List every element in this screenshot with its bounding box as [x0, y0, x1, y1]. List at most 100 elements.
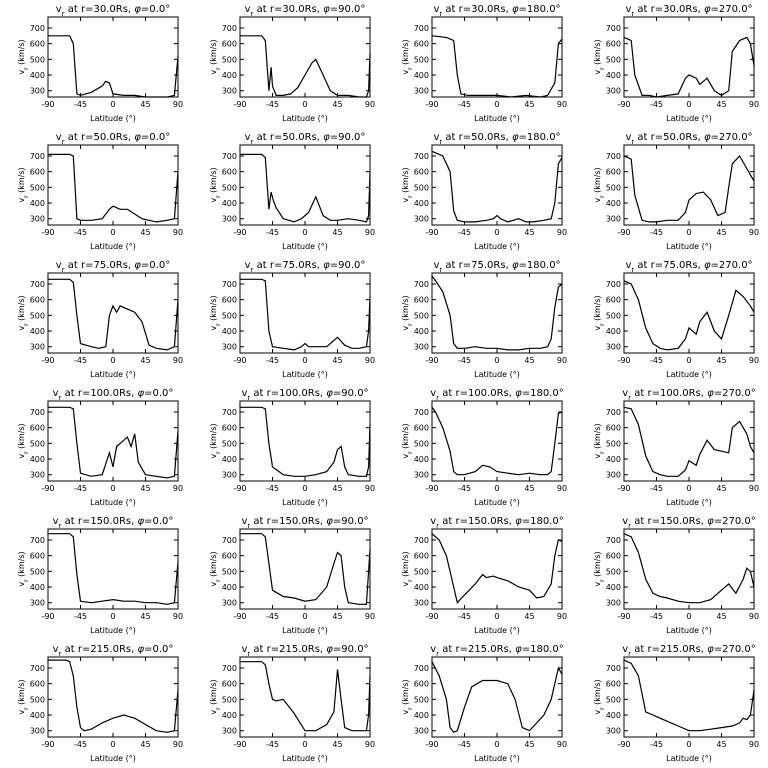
x-tick-label: -90	[41, 740, 54, 749]
y-tick-label: 400	[414, 71, 429, 80]
y-tick-label: 500	[606, 695, 621, 704]
y-tick-label: 400	[222, 71, 237, 80]
y-tick-label: 400	[30, 711, 45, 720]
x-tick-label: 90	[749, 356, 759, 365]
chart-svg: vr at r=100.0Rs, φ=180.0° -90 -45 0 45 90 300 4…	[401, 388, 567, 507]
y-tick-label: 300	[222, 215, 237, 224]
data-line	[48, 278, 179, 351]
data-line	[623, 280, 755, 351]
data-line	[431, 35, 563, 98]
x-tick-label: -90	[233, 228, 246, 237]
x-axis-label: Latitude (°)	[90, 114, 136, 123]
y-tick-label: 500	[606, 183, 621, 192]
x-tick-label: -90	[425, 356, 438, 365]
x-tick-label: -45	[266, 228, 279, 237]
x-tick-label: 0	[686, 228, 691, 237]
chart-panel: vr at r=100.0Rs, φ=0.0° -90 -45 0 45 90 300 400…	[0, 384, 192, 512]
x-axis-label: Latitude (°)	[474, 626, 520, 635]
x-tick-label: -90	[233, 356, 246, 365]
plot-frame	[47, 528, 179, 610]
y-tick-label: 500	[30, 567, 45, 576]
x-tick-label: 45	[332, 228, 342, 237]
x-tick-label: 90	[749, 484, 759, 493]
x-axis-label: Latitude (°)	[282, 754, 328, 763]
y-tick-label: 500	[414, 183, 429, 192]
chart-title: vr at r=75.0Rs, φ=270.0°	[625, 260, 752, 274]
x-tick-label: 0	[110, 484, 115, 493]
y-tick-label: 600	[222, 296, 237, 305]
chart-panel: vr at r=150.0Rs, φ=90.0° -90 -45 0 45 90 300 40…	[192, 512, 384, 640]
y-tick-label: 500	[414, 55, 429, 64]
x-tick-label: 90	[173, 356, 183, 365]
y-axis-label: vr (km/s)	[17, 295, 30, 330]
chart-svg: vr at r=100.0Rs, φ=90.0° -90 -45 0 45 90 300 40…	[209, 388, 375, 507]
x-tick-label: -90	[41, 612, 54, 621]
y-tick-label: 600	[30, 296, 45, 305]
chart-svg: vr at r=75.0Rs, φ=0.0° -90 -45 0 45 90 300 400 5…	[17, 260, 183, 379]
chart-title: vr at r=100.0Rs, φ=180.0°	[430, 388, 563, 402]
y-tick-label: 600	[606, 296, 621, 305]
data-line	[240, 278, 371, 351]
y-tick-label: 600	[222, 424, 237, 433]
y-tick-label: 700	[30, 152, 45, 161]
y-tick-label: 400	[30, 71, 45, 80]
x-axis-label: Latitude (°)	[282, 370, 328, 379]
x-axis-label: Latitude (°)	[666, 626, 712, 635]
x-tick-label: -90	[41, 356, 54, 365]
y-axis-label: vr (km/s)	[209, 423, 222, 458]
y-tick-label: 700	[222, 408, 237, 417]
plot-frame	[47, 16, 179, 98]
x-tick-label: 0	[494, 740, 499, 749]
y-axis-label: vr (km/s)	[401, 167, 414, 202]
chart-svg: vr at r=100.0Rs, φ=0.0° -90 -45 0 45 90 300 400…	[17, 388, 183, 507]
chart-svg: vr at r=215.0Rs, φ=270.0° -90 -45 0 45 90 300 4…	[593, 644, 759, 763]
y-tick-label: 600	[606, 40, 621, 49]
x-tick-label: -45	[74, 612, 87, 621]
x-axis-label: Latitude (°)	[666, 498, 712, 507]
x-tick-label: -45	[650, 356, 663, 365]
x-axis-label: Latitude (°)	[90, 242, 136, 251]
x-tick-label: 90	[749, 740, 759, 749]
x-tick-label: -45	[458, 740, 471, 749]
x-tick-label: 45	[716, 612, 726, 621]
chart-title: vr at r=50.0Rs, φ=90.0°	[245, 132, 366, 146]
chart-panel: vr at r=100.0Rs, φ=90.0° -90 -45 0 45 90 300 40…	[192, 384, 384, 512]
x-axis-label: Latitude (°)	[474, 114, 520, 123]
y-tick-label: 300	[606, 343, 621, 352]
data-line	[48, 659, 179, 733]
chart-panel: vr at r=50.0Rs, φ=90.0° -90 -45 0 45 90 300 400…	[192, 128, 384, 256]
y-tick-label: 300	[222, 471, 237, 480]
x-tick-label: 90	[173, 740, 183, 749]
x-tick-label: 90	[365, 612, 375, 621]
y-tick-label: 600	[222, 168, 237, 177]
y-tick-label: 500	[30, 183, 45, 192]
x-tick-label: 45	[332, 484, 342, 493]
data-line	[431, 150, 563, 223]
x-tick-label: -45	[650, 612, 663, 621]
chart-title: vr at r=150.0Rs, φ=270.0°	[622, 516, 755, 530]
y-tick-label: 300	[606, 599, 621, 608]
x-tick-label: 45	[524, 100, 534, 109]
plot-frame	[239, 16, 371, 98]
chart-panel: vr at r=215.0Rs, φ=90.0° -90 -45 0 45 90 300 40…	[192, 640, 384, 768]
chart-panel: vr at r=75.0Rs, φ=270.0° -90 -45 0 45 90 300 40…	[576, 256, 768, 384]
y-tick-label: 500	[414, 311, 429, 320]
plot-frame	[431, 656, 563, 738]
x-tick-label: 0	[302, 228, 307, 237]
y-tick-label: 300	[30, 727, 45, 736]
y-tick-label: 600	[30, 680, 45, 689]
chart-title: vr at r=100.0Rs, φ=270.0°	[622, 388, 755, 402]
data-line	[240, 35, 371, 98]
y-tick-label: 300	[222, 599, 237, 608]
data-line	[623, 406, 755, 477]
x-axis-label: Latitude (°)	[90, 498, 136, 507]
chart-panel: vr at r=30.0Rs, φ=90.0° -90 -45 0 45 90 300 400…	[192, 0, 384, 128]
chart-svg: vr at r=100.0Rs, φ=270.0° -90 -45 0 45 90 300 4…	[593, 388, 759, 507]
chart-svg: vr at r=50.0Rs, φ=180.0° -90 -45 0 45 90 300 40…	[401, 132, 567, 251]
x-axis-label: Latitude (°)	[90, 626, 136, 635]
y-tick-label: 300	[414, 215, 429, 224]
plot-frame	[47, 656, 179, 738]
x-tick-label: -45	[458, 356, 471, 365]
y-tick-label: 700	[222, 664, 237, 673]
y-tick-label: 400	[414, 455, 429, 464]
